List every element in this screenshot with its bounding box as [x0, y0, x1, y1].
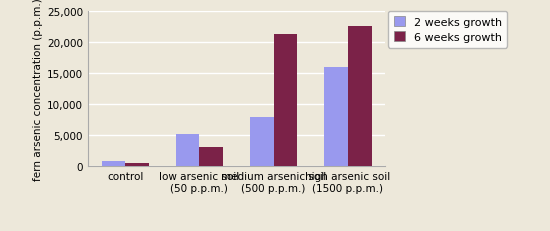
Bar	[324, 67, 348, 166]
Bar	[175, 134, 200, 166]
Y-axis label: fern arsenic concentration (p.p.m.): fern arsenic concentration (p.p.m.)	[33, 0, 43, 180]
Bar	[348, 27, 371, 166]
Bar	[250, 117, 273, 166]
Bar	[200, 147, 223, 166]
Bar	[125, 163, 149, 166]
Bar	[273, 34, 298, 166]
Bar	[102, 162, 125, 166]
Legend: 2 weeks growth, 6 weeks growth: 2 weeks growth, 6 weeks growth	[388, 12, 507, 49]
